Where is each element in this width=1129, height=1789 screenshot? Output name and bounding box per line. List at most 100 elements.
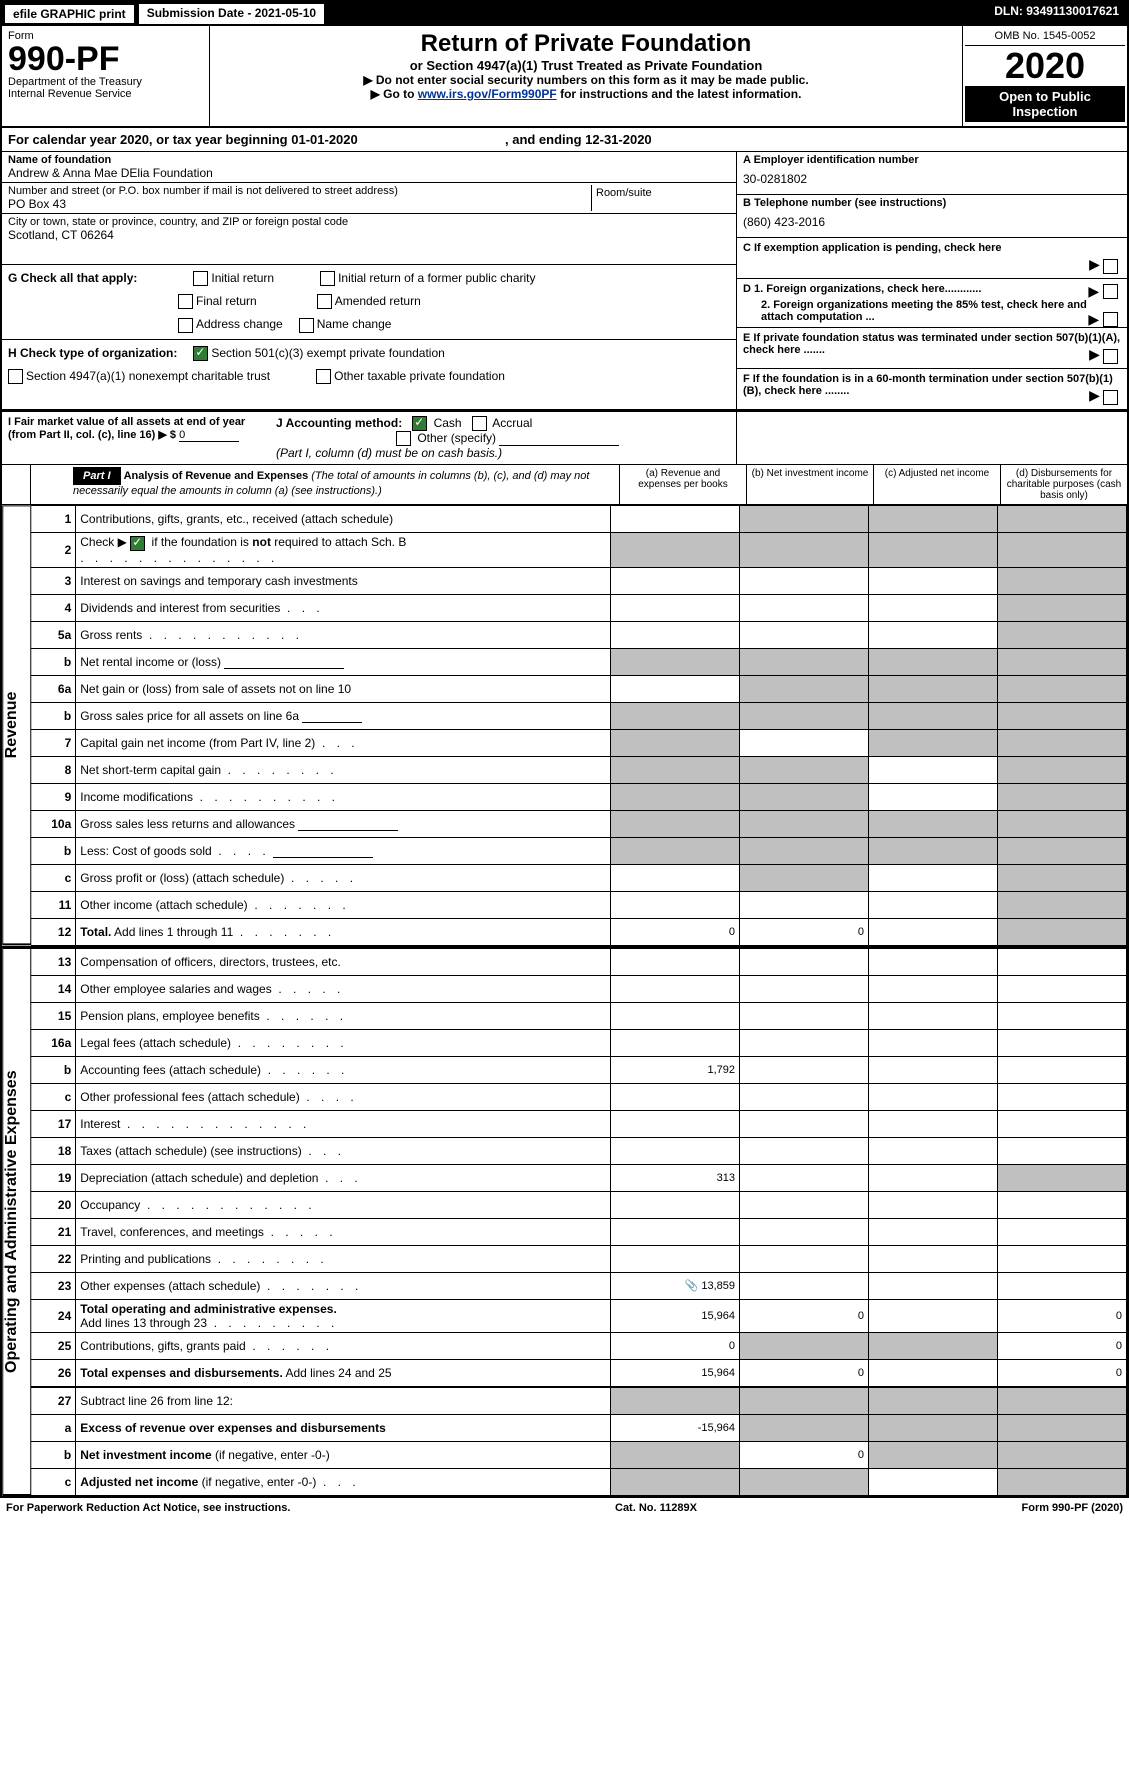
attachment-icon[interactable] <box>685 1280 699 1292</box>
dept-label: Department of the Treasury <box>8 76 203 88</box>
row-27c: cAdjusted net income (if negative, enter… <box>31 1468 1126 1495</box>
cy-end: 12-31-2020 <box>585 132 652 147</box>
cb-address-change[interactable] <box>178 318 193 333</box>
expenses-label: Operating and Administrative Expenses <box>2 948 31 1496</box>
ein-value: 30-0281802 <box>743 172 1121 186</box>
g-label: G Check all that apply: <box>8 271 137 285</box>
revenue-section: Revenue 1Contributions, gifts, grants, e… <box>2 505 1127 945</box>
cb-501c3[interactable] <box>193 346 208 361</box>
cb-cash[interactable] <box>412 416 427 431</box>
section-f: F If the foundation is in a 60-month ter… <box>737 369 1127 409</box>
form-container: efile GRAPHIC print Submission Date - 20… <box>0 0 1129 1498</box>
lbl-4947a1: Section 4947(a)(1) nonexempt charitable … <box>26 369 270 383</box>
row-20: 20Occupancy . . . . . . . . . . . . <box>31 1191 1126 1218</box>
section-ij: I Fair market value of all assets at end… <box>2 411 1127 466</box>
row-9: 9Income modifications . . . . . . . . . … <box>31 783 1126 810</box>
row-26: 26Total expenses and disbursements. Add … <box>31 1359 1126 1387</box>
row-6b: bGross sales price for all assets on lin… <box>31 702 1126 729</box>
cb-f[interactable] <box>1103 390 1118 405</box>
row-25: 25Contributions, gifts, grants paid . . … <box>31 1332 1126 1359</box>
row-1: 1Contributions, gifts, grants, etc., rec… <box>31 506 1126 533</box>
section-e: E If private foundation status was termi… <box>737 328 1127 369</box>
row-24: 24Total operating and administrative exp… <box>31 1299 1126 1332</box>
section-c: C If exemption application is pending, c… <box>737 238 1127 279</box>
expenses-table: 13Compensation of officers, directors, t… <box>31 948 1127 1496</box>
cb-d2[interactable] <box>1103 312 1118 327</box>
efile-print-button[interactable]: efile GRAPHIC print <box>4 4 135 24</box>
cb-exemption-pending[interactable] <box>1103 259 1118 274</box>
cb-d1[interactable] <box>1103 284 1118 299</box>
row-27a: aExcess of revenue over expenses and dis… <box>31 1414 1126 1441</box>
row-23: 23Other expenses (attach schedule) . . .… <box>31 1272 1126 1299</box>
city-row: City or town, state or province, country… <box>2 214 736 265</box>
omb-number: OMB No. 1545-0052 <box>965 30 1125 46</box>
cb-final-return[interactable] <box>178 294 193 309</box>
header-mid: Return of Private Foundation or Section … <box>210 26 962 126</box>
cb-initial-former[interactable] <box>320 271 335 286</box>
cb-amended[interactable] <box>317 294 332 309</box>
row-13: 13Compensation of officers, directors, t… <box>31 948 1126 975</box>
header-right: OMB No. 1545-0052 2020 Open to Public In… <box>962 26 1127 126</box>
cy-prefix: For calendar year 2020, or tax year begi… <box>8 132 291 147</box>
row-22: 22Printing and publications . . . . . . … <box>31 1245 1126 1272</box>
row-12: 12Total. Add lines 1 through 11 . . . . … <box>31 918 1126 945</box>
phone-value: (860) 423-2016 <box>743 215 1121 229</box>
row-15: 15Pension plans, employee benefits . . .… <box>31 1002 1126 1029</box>
ein-label: A Employer identification number <box>743 154 919 166</box>
row-6a: 6aNet gain or (loss) from sale of assets… <box>31 675 1126 702</box>
lbl-501c3: Section 501(c)(3) exempt private foundat… <box>211 346 444 360</box>
lbl-other-method: Other (specify) <box>417 431 496 445</box>
row-11: 11Other income (attach schedule) . . . .… <box>31 891 1126 918</box>
row-7: 7Capital gain net income (from Part IV, … <box>31 729 1126 756</box>
lbl-initial-former: Initial return of a former public charit… <box>338 271 535 285</box>
row-21: 21Travel, conferences, and meetings . . … <box>31 1218 1126 1245</box>
part1-header-row: Part I Analysis of Revenue and Expenses … <box>2 465 1127 505</box>
row-10b: bLess: Cost of goods sold . . . . <box>31 837 1126 864</box>
form-title: Return of Private Foundation <box>216 30 956 58</box>
city-label: City or town, state or province, country… <box>8 216 348 228</box>
section-g: G Check all that apply: Initial return I… <box>2 265 736 340</box>
cb-accrual[interactable] <box>472 416 487 431</box>
ein-row: A Employer identification number 30-0281… <box>737 152 1127 195</box>
phone-row: B Telephone number (see instructions) (8… <box>737 195 1127 238</box>
i-value: 0 <box>179 429 239 442</box>
row-4: 4Dividends and interest from securities … <box>31 594 1126 621</box>
e-label: E If private foundation status was termi… <box>743 332 1120 356</box>
phone-label: B Telephone number (see instructions) <box>743 197 946 209</box>
part1-title: Analysis of Revenue and Expenses <box>124 470 309 482</box>
h-label: H Check type of organization: <box>8 346 177 360</box>
form-header: Form 990-PF Department of the Treasury I… <box>2 26 1127 128</box>
top-bar: efile GRAPHIC print Submission Date - 20… <box>2 2 1127 26</box>
identity-region: Name of foundation Andrew & Anna Mae DEl… <box>2 152 1127 411</box>
cb-no-schb[interactable] <box>130 536 145 551</box>
form-subtitle: or Section 4947(a)(1) Trust Treated as P… <box>216 58 956 73</box>
cb-name-change[interactable] <box>299 318 314 333</box>
f-label: F If the foundation is in a 60-month ter… <box>743 373 1113 397</box>
instr-suffix: for instructions and the latest informat… <box>557 87 802 101</box>
cb-4947a1[interactable] <box>8 369 23 384</box>
cb-other-method[interactable] <box>396 431 411 446</box>
revenue-table: 1Contributions, gifts, grants, etc., rec… <box>31 505 1127 945</box>
irs-label: Internal Revenue Service <box>8 88 203 100</box>
city-value: Scotland, CT 06264 <box>8 228 730 242</box>
section-d: D 1. Foreign organizations, check here..… <box>737 279 1127 328</box>
row-2: 2Check ▶ if the foundation is not requir… <box>31 533 1126 567</box>
lbl-other-taxable: Other taxable private foundation <box>334 369 505 383</box>
paperwork-notice: For Paperwork Reduction Act Notice, see … <box>6 1502 290 1514</box>
row-27b: bNet investment income (if negative, ent… <box>31 1441 1126 1468</box>
row-14: 14Other employee salaries and wages . . … <box>31 975 1126 1002</box>
d1-label: D 1. Foreign organizations, check here..… <box>743 283 981 295</box>
identity-left: Name of foundation Andrew & Anna Mae DEl… <box>2 152 736 409</box>
row-16c: cOther professional fees (attach schedul… <box>31 1083 1126 1110</box>
section-h: H Check type of organization: Section 50… <box>2 340 736 391</box>
cy-begin: 01-01-2020 <box>291 132 358 147</box>
revenue-label: Revenue <box>2 505 31 945</box>
d2-label: 2. Foreign organizations meeting the 85%… <box>761 299 1087 323</box>
room-suite-label: Room/suite <box>591 185 730 211</box>
instructions-link[interactable]: www.irs.gov/Form990PF <box>418 87 557 101</box>
row-16a: 16aLegal fees (attach schedule) . . . . … <box>31 1029 1126 1056</box>
cb-other-taxable[interactable] <box>316 369 331 384</box>
cb-initial-return[interactable] <box>193 271 208 286</box>
cb-e[interactable] <box>1103 349 1118 364</box>
j-label: J Accounting method: <box>276 416 402 430</box>
